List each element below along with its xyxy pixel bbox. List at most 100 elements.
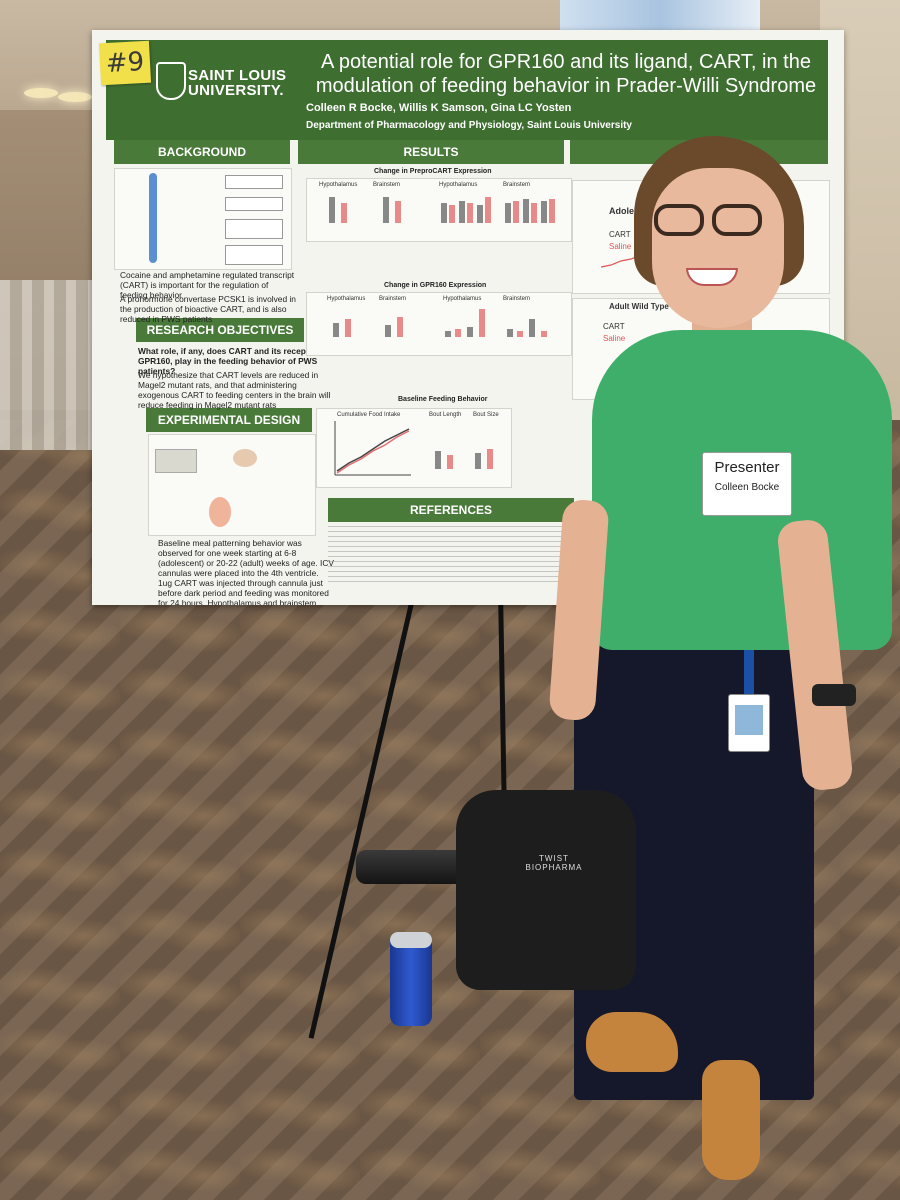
poster-department: Department of Pharmacology and Physiolog… [306,120,632,131]
adolescent-label: Adolescent [609,207,658,216]
backpack: TWIST BIOPHARMA [456,790,636,990]
glasses-icon [648,204,768,238]
figure-2-title: Change in GPR160 Expression [384,282,487,289]
bar [449,205,455,223]
bar [447,455,453,469]
cumulative-intake-label: Cumulative Food Intake [337,412,401,418]
bar [523,199,529,223]
section-references: REFERENCES [328,498,574,522]
figure-2a-bars [379,307,419,337]
diagram-box [225,245,283,265]
figure-2b-bars [503,307,563,337]
bout-size-bars [469,439,505,469]
section-research-objectives: RESEARCH OBJECTIVES [136,318,304,342]
bar [477,205,483,223]
figure-1-brainstem-label: Brainstem [373,182,401,188]
university-name: SAINT LOUIS UNIVERSITY. [188,67,287,99]
figure-2-hypothalamus-label-b: Hypothalamus [443,296,482,302]
bar [541,201,547,223]
figure-2-brainstem-label-b: Brainstem [503,296,531,302]
bar [487,449,493,469]
background-bullet-1: Cocaine and amphetamine regulated transc… [120,270,295,300]
bar [445,331,451,337]
right-shoe [702,1060,760,1180]
figure-1-brainstem-label-b: Brainstem [503,182,531,188]
figure-1-hypothalamus-label-b: Hypothalamus [439,182,478,188]
figure-2b-bars [441,307,501,337]
figure-1b-bars [439,193,499,223]
poster-title: A potential role for GPR160 and its liga… [315,51,817,97]
bar [505,203,511,223]
bar [333,323,339,337]
bar [435,451,441,469]
id-photo [735,705,763,735]
bar [549,199,555,223]
bar [467,203,473,223]
experimental-design-diagram [148,434,316,536]
figure-2-brainstem-label: Brainstem [379,296,407,302]
bar [541,331,547,337]
bar [475,453,481,469]
backpack-logo: TWIST BIOPHARMA [525,854,583,872]
bar [467,327,473,337]
background-diagram [114,168,292,270]
bar [459,201,465,223]
figure-2a-bars [327,307,367,337]
design-text: Baseline meal patterning behavior was ob… [158,538,334,605]
university-logo-icon [156,62,186,100]
lens [712,204,762,236]
left-shoe [586,1012,678,1072]
diagram-box [225,219,283,239]
background-bullet-2: A prohormone convertase PCSK1 is involve… [120,294,296,324]
diagram-box [225,175,283,189]
bar [531,203,537,223]
adult-label: Adult Wild Type [609,302,669,311]
lanyard [744,650,754,694]
badge-name: Colleen Bocke [714,482,780,493]
section-background: BACKGROUND [114,140,290,164]
lens [654,204,704,236]
figure-1a-bars [321,193,361,223]
chromosome-icon [149,173,157,263]
bar [341,203,347,223]
legend-cart: CART [609,230,631,239]
bar [513,201,519,223]
objective-question: What role, if any, does CART and its rec… [138,346,319,376]
badge-role: Presenter [714,459,780,476]
references-text [328,526,578,586]
figure-2-hypothalamus-label: Hypothalamus [327,296,366,302]
poster-authors: Colleen R Bocke, Willis K Samson, Gina L… [306,102,572,114]
bar [345,319,351,337]
figure-2-panel: Hypothalamus Brainstem Hypothalamus Brai… [306,292,572,356]
rat-icon [233,449,257,467]
figure-3-panel: Cumulative Food Intake Bout Length Bout … [316,408,512,488]
bar [395,201,401,223]
tumbler-lid [390,932,432,948]
figure-1b-bars [503,193,563,223]
ceiling-lamp [58,92,92,102]
figure-1-panel: Hypothalamus Brainstem Hypothalamus Brai… [306,178,572,242]
section-experimental-design: EXPERIMENTAL DESIGN [146,408,312,432]
figure-1-title: Change in PreproCART Expression [374,168,492,175]
id-card [728,694,770,752]
figure-1-hypothalamus-label: Hypothalamus [319,182,358,188]
diagram-box [225,197,283,211]
presenter-badge: Presenter Colleen Bocke [702,452,792,516]
presenter-face [652,168,784,328]
figure-3-title: Baseline Feeding Behavior [398,396,488,403]
bar [529,319,535,337]
legend-saline: Saline [609,242,632,251]
bout-length-label: Bout Length [429,412,462,418]
window [560,0,760,30]
objective-hypothesis: We hypothesize that CART levels are redu… [138,370,331,410]
watch-icon [812,684,856,706]
bar [383,197,389,223]
poster-header: SAINT LOUIS UNIVERSITY. A potential role… [106,40,828,140]
bar [517,331,523,337]
bar [441,203,447,223]
bout-length-bars [427,439,463,469]
poster-number-tag: #9 [98,40,152,86]
ceiling-lamp [24,88,58,98]
bar [397,317,403,337]
section-results: RESULTS [298,140,564,164]
